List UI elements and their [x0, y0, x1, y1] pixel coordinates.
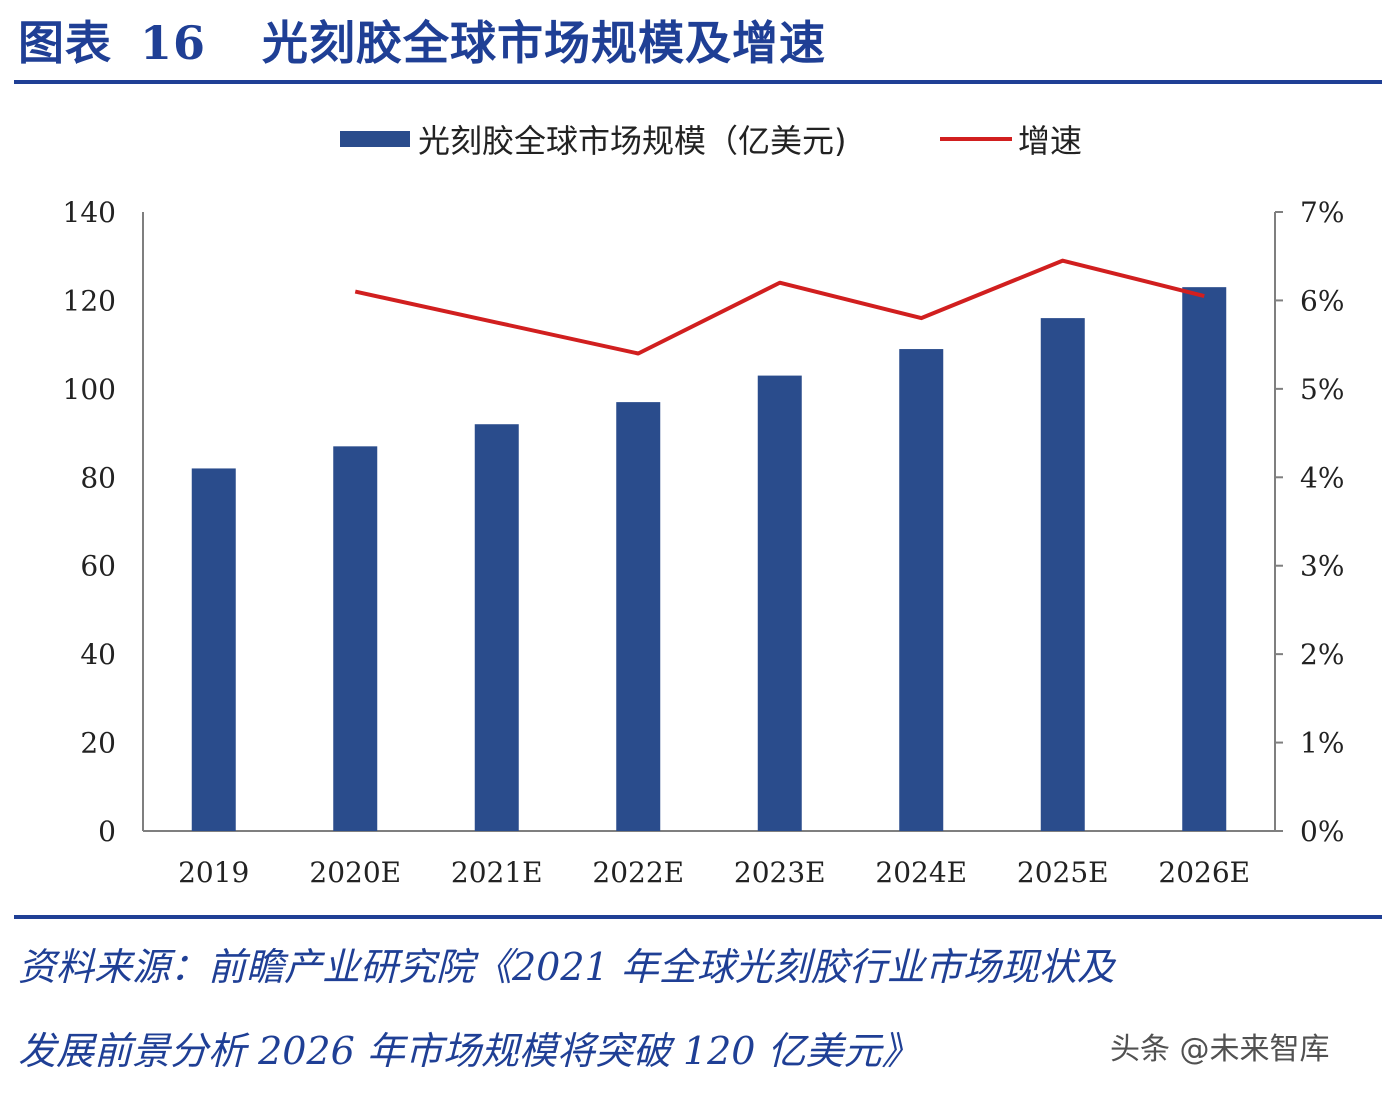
x-tick-label: 2023E: [734, 856, 826, 889]
figure-title-text: 光刻胶全球市场规模及增速: [262, 16, 827, 70]
watermark: 头条 @未来智库: [1110, 1032, 1330, 1067]
legend-line-label: 增速: [1018, 122, 1082, 160]
x-tick-label: 2025E: [1017, 856, 1109, 889]
y-left-tick-label: 140: [63, 196, 116, 229]
y-left-tick-label: 20: [80, 727, 116, 760]
bar: [474, 424, 519, 831]
figure-label: 图表: [18, 16, 112, 70]
bar: [1040, 318, 1085, 832]
bar: [1182, 287, 1227, 831]
figure-number: 16: [140, 16, 207, 70]
legend-bar-label: 光刻胶全球市场规模（亿美元): [418, 122, 847, 160]
growth-line: [354, 258, 1205, 356]
chart: 0 20 40 60 80 100 120 140 0% 1% 2% 3% 4% 5% 6% 7% 2019 20…: [63, 122, 1345, 889]
x-tick-label: 2020E: [309, 856, 401, 889]
bar: [757, 375, 802, 831]
bar: [616, 402, 661, 831]
legend-bar-swatch: [340, 131, 410, 147]
x-tick-label: 2024E: [875, 856, 967, 889]
y-right-tick-label: 6%: [1300, 284, 1344, 317]
y-right-tick-label: 7%: [1300, 196, 1344, 229]
bar: [191, 468, 236, 831]
x-tick-label: 2026E: [1158, 856, 1250, 889]
y-left-tick-label: 0: [98, 815, 116, 848]
y-left-tick-label: 40: [80, 638, 116, 671]
x-tick-label: 2019: [178, 856, 249, 889]
y-right-tick-label: 5%: [1300, 373, 1344, 406]
x-tick-label: 2021E: [451, 856, 543, 889]
y-right-tick-label: 2%: [1300, 638, 1344, 671]
x-tick-label: 2022E: [592, 856, 684, 889]
y-right-tick-label: 1%: [1300, 727, 1344, 760]
y-right-tick-label: 0%: [1300, 815, 1344, 848]
y-right-tick-label: 4%: [1300, 461, 1344, 494]
y-left-tick-label: 60: [80, 550, 116, 583]
source-line-2: 发展前景分析 2026 年市场规模将突破 120 亿美元》: [18, 1029, 920, 1073]
bar: [333, 446, 378, 831]
y-left-tick-label: 120: [63, 284, 116, 317]
y-left-tick-label: 80: [80, 461, 116, 494]
y-right-tick-label: 3%: [1300, 550, 1344, 583]
source-line-1: 资料来源：前瞻产业研究院《2021 年全球光刻胶行业市场现状及: [18, 945, 1115, 989]
y-left-tick-label: 100: [63, 373, 116, 406]
title-rule: [14, 80, 1382, 84]
bar: [899, 349, 944, 831]
figure-title: 图表 16 光刻胶全球市场规模及增速: [18, 8, 826, 78]
source-rule: [14, 915, 1382, 919]
